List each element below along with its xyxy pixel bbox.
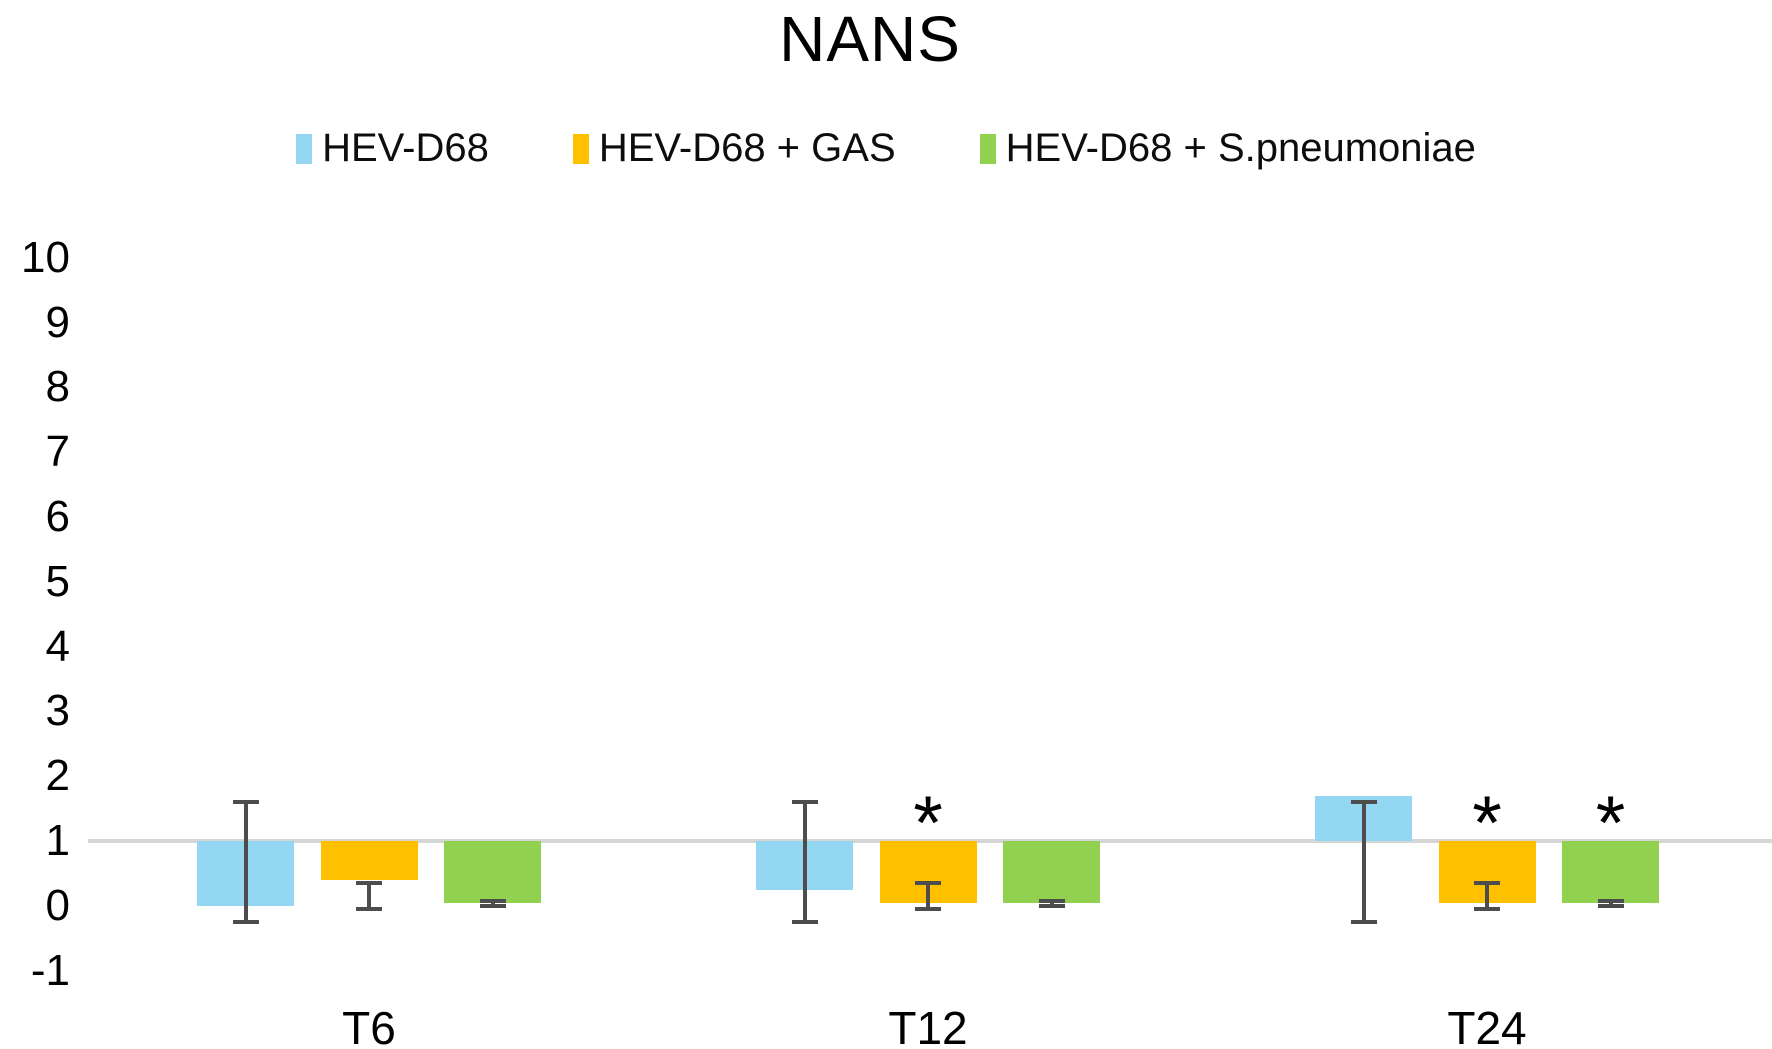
error-bar-cap [915,907,941,912]
y-axis-tick-label: 2 [45,751,70,801]
y-axis-tick-label: 1 [45,816,70,865]
legend-swatch-icon [979,133,996,164]
error-bar [1608,900,1613,906]
error-bar-cap [791,800,818,805]
x-axis-label: T24 [1447,1002,1527,1049]
error-bar-cap [1350,800,1377,805]
bar [444,841,541,903]
y-axis-tick-label: 10 [21,232,70,282]
error-bar [1361,802,1366,922]
legend-item-hev-d68-spneumoniae: HEV-D68 + S.pneumoniae [979,126,1476,171]
error-bar-cap [915,881,941,886]
error-bar-cap [1038,898,1065,903]
y-axis-tick-label: 9 [45,297,70,347]
bar [320,841,418,880]
error-bar-cap [1597,898,1624,903]
error-bar-cap [1597,903,1624,908]
y-axis-tick-label: -1 [30,945,70,995]
error-bar-cap [1038,903,1065,908]
error-bar-cap [232,800,259,805]
legend-item-hev-d68: HEV-D68 [296,126,489,171]
legend-label: HEV-D68 + GAS [598,126,896,170]
chart-title: NANS [779,3,961,75]
y-axis-tick-label: 4 [45,621,70,671]
y-axis-tick-label: 0 [45,880,70,930]
error-bar-cap [1474,881,1500,886]
y-axis-tick-label: 7 [45,427,70,477]
legend-swatch-icon [572,133,589,164]
error-bar [367,883,371,910]
error-bar-cap [1350,920,1377,924]
bar [1003,841,1100,903]
significance-asterisk: * [1595,781,1626,866]
error-bar [490,900,495,906]
legend-swatch-icon [296,133,313,164]
legend-label: HEV-D68 [322,126,489,170]
error-bar [243,802,248,922]
error-bar-cap [232,920,259,924]
error-bar [1049,900,1054,906]
legend: HEV-D68 HEV-D68 + GAS HEV-D68 + S.pneumo… [0,126,1772,171]
error-bar-cap [356,907,382,912]
error-bar-cap [356,881,382,886]
error-bar-cap [1474,907,1500,912]
y-axis-tick-label: 6 [45,492,70,541]
y-axis-tick-label: 5 [45,556,70,606]
significance-asterisk: * [1472,781,1502,866]
error-bar-cap [479,903,506,908]
x-axis-label: T6 [342,1002,396,1049]
legend-label: HEV-D68 + S.pneumoniae [1005,126,1476,170]
significance-asterisk: * [913,781,943,866]
error-bar [1485,883,1489,910]
error-bar-cap [479,898,506,903]
y-axis-tick-label: 3 [45,686,70,736]
x-axis-label: T12 [888,1002,968,1049]
y-axis-tick-label: 8 [45,362,70,412]
error-bar [926,883,930,910]
error-bar [802,802,807,922]
legend-item-hev-d68-gas: HEV-D68 + GAS [572,126,896,171]
error-bar-cap [791,920,818,924]
bar [1562,841,1659,903]
